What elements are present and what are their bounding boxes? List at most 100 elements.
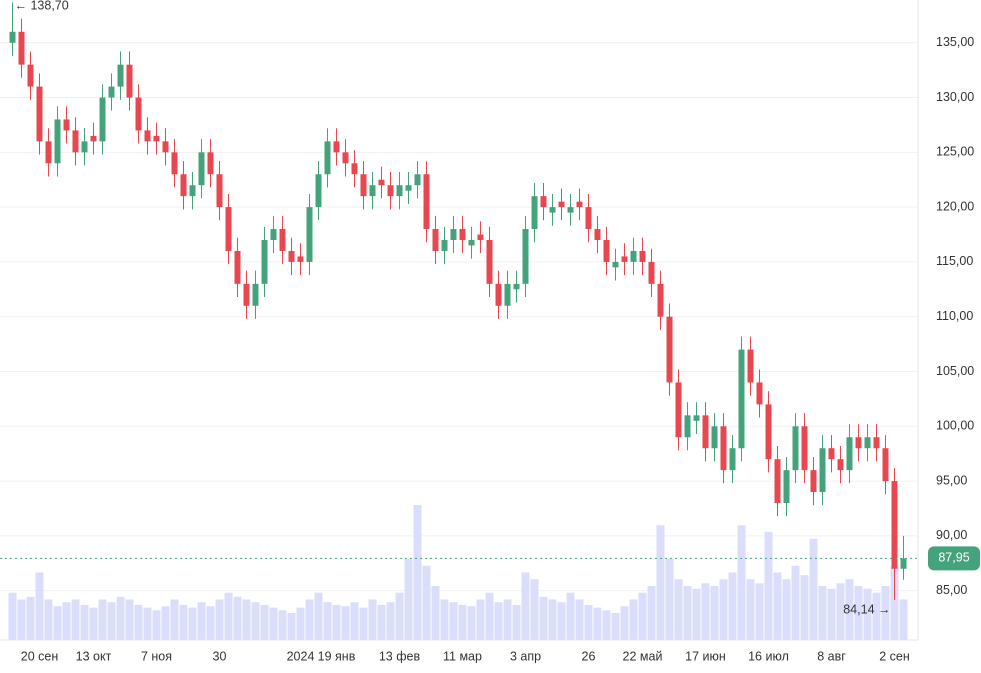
candle-body [18, 31, 25, 65]
volume-bar [107, 602, 116, 640]
candle-body [423, 174, 430, 230]
volume-bar [629, 599, 638, 640]
y-tick-label: 90,00 [936, 528, 967, 542]
volume-bar [872, 592, 881, 640]
candle-body [27, 64, 34, 87]
volume-bar [638, 592, 647, 640]
volume-bar [548, 599, 557, 640]
candle-body [279, 229, 286, 251]
volume-bar [413, 505, 422, 640]
x-tick-label: 16 июл [748, 649, 789, 663]
volume-bar [602, 610, 611, 640]
candle-body [324, 141, 331, 175]
volume-bar [791, 565, 800, 640]
candle-body [837, 459, 844, 471]
candle-body [189, 185, 196, 197]
y-tick-label: 95,00 [936, 473, 967, 487]
candle-body [873, 437, 880, 449]
volume-bar [773, 572, 782, 640]
volume-bar [206, 606, 215, 640]
candle-body [162, 141, 169, 153]
volume-bar [26, 596, 35, 640]
volume-bar [800, 575, 809, 640]
candle-body [441, 240, 448, 251]
candle-body [333, 141, 340, 153]
volume-bar [467, 606, 476, 640]
volume-bar [278, 610, 287, 640]
candle-body [234, 250, 241, 284]
candle-body [153, 135, 160, 142]
candle-body [855, 437, 862, 449]
volume-bar [818, 586, 827, 640]
candle-body [828, 448, 835, 460]
volume-bar [323, 602, 332, 640]
volume-bar [692, 588, 701, 640]
volume-bar [863, 588, 872, 640]
candle-body [144, 130, 151, 142]
low-marker: 84,14 → [843, 602, 890, 616]
candle-body [261, 240, 268, 284]
candle-body [315, 174, 322, 208]
volume-bar [440, 599, 449, 640]
volume-bar [620, 606, 629, 640]
candle-body [630, 250, 637, 262]
candle-body [180, 174, 187, 197]
candle-body [711, 426, 718, 449]
candle-body [882, 448, 889, 482]
last-price-label: 87,95 [938, 551, 969, 565]
volume-bar [503, 599, 512, 640]
candle-body [45, 141, 52, 164]
volume-bar [242, 599, 251, 640]
candle-body [351, 163, 358, 175]
volume-bar [35, 572, 44, 640]
candle-body [36, 86, 43, 142]
x-tick-label: 19 янв [318, 649, 356, 663]
candle-body [675, 382, 682, 438]
candle-body [432, 229, 439, 251]
candle-body [225, 207, 232, 251]
x-tick-label: 26 [582, 649, 596, 663]
candle-body [450, 229, 457, 240]
x-tick-label: 13 окт [76, 649, 112, 663]
volume-bar [332, 604, 341, 640]
volume-bar [260, 604, 269, 640]
candle-body [99, 97, 106, 142]
candle-body [819, 448, 826, 493]
volume-bar [719, 579, 728, 640]
candle-body [513, 283, 520, 290]
candle-body [207, 152, 214, 175]
candle-body [306, 207, 313, 262]
volume-bar [584, 604, 593, 640]
volume-bar [647, 586, 656, 640]
x-tick-label: 13 фев [379, 649, 421, 663]
volume-bar [197, 602, 206, 640]
volume-bar [476, 599, 485, 640]
candle-body [864, 437, 871, 449]
candle-body [621, 256, 628, 262]
candle-body [459, 229, 466, 240]
candle-body [549, 207, 556, 213]
candle-body [603, 240, 610, 262]
volume-bar [809, 538, 818, 640]
volume-bar [161, 606, 170, 640]
candle-body [594, 229, 601, 240]
candle-body [801, 426, 808, 471]
candle-body [486, 240, 493, 284]
volume-bar [539, 596, 548, 640]
candle-body [171, 152, 178, 175]
volume-bar [179, 604, 188, 640]
volume-bar [566, 592, 575, 640]
candle-body [252, 283, 259, 306]
volume-bar [269, 607, 278, 640]
volume-bar [8, 592, 17, 640]
volume-bar [710, 586, 719, 640]
y-tick-label: 125,00 [936, 145, 974, 159]
high-marker: ← 138,70 [15, 0, 69, 12]
candle-body [126, 64, 133, 98]
volume-bar [125, 599, 134, 640]
candle-body [9, 31, 16, 43]
volume-bar [152, 610, 161, 640]
candle-body [288, 250, 295, 262]
candle-body [108, 86, 115, 98]
